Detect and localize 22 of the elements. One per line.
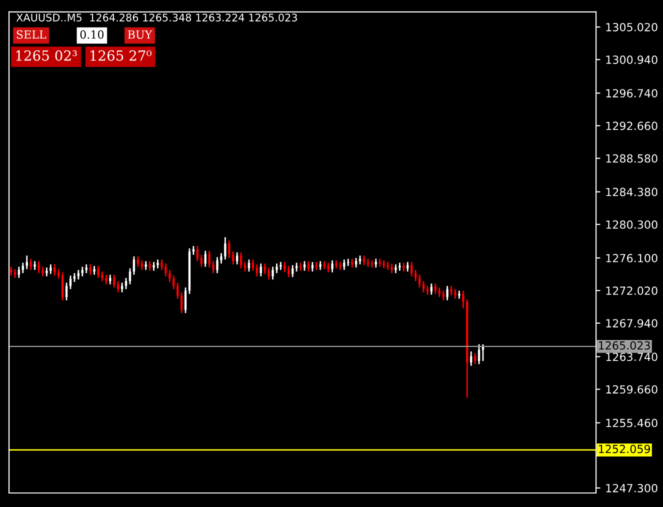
annotation: BUY — [128, 30, 152, 39]
annotation: SELL — [16, 30, 46, 39]
y-tick-label: 1267.940 — [606, 319, 658, 328]
ref-line-label: 1265.023 — [599, 341, 650, 350]
y-tick-label: 1247.300 — [606, 484, 658, 492]
annotation: 1265 27⁰ — [90, 50, 152, 61]
y-tick-label: 1300.940 — [606, 56, 658, 64]
y-tick-label: 1280.300 — [606, 220, 658, 229]
annotation: 0.10 — [80, 30, 104, 39]
y-tick-label: 1263.740 — [606, 352, 658, 362]
y-tick-label: 1259.660 — [606, 385, 658, 394]
y-tick-label: 1292.660 — [606, 122, 658, 130]
y-tick-label: 1296.740 — [606, 89, 658, 98]
chart-title: XAUUSD..M5 1264.286 1265.348 1263.224 1265.023 — [16, 14, 297, 22]
y-tick-label: 1305.020 — [606, 22, 658, 32]
y-tick-label: 1288.580 — [606, 154, 658, 163]
y-tick-label: 1255.460 — [606, 418, 658, 428]
annotation: 1265 02³ — [16, 50, 77, 61]
ref-line-label: 1252.059 — [599, 444, 650, 454]
y-tick-label: 1276.100 — [606, 254, 658, 262]
y-tick-label: 1272.020 — [606, 286, 658, 295]
y-tick-label: 1284.380 — [606, 188, 658, 196]
